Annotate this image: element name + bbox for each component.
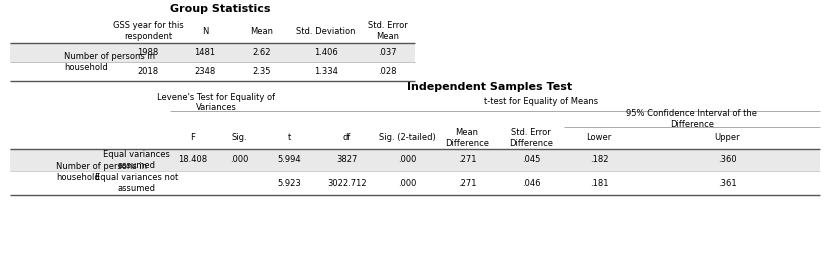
Text: .000: .000 (397, 155, 416, 165)
Text: .046: .046 (521, 179, 539, 187)
Text: .182: .182 (589, 155, 608, 165)
Text: 5.994: 5.994 (277, 155, 300, 165)
Text: Lower: Lower (586, 133, 611, 143)
Text: Sig. (2-tailed): Sig. (2-tailed) (378, 133, 435, 143)
Text: .181: .181 (589, 179, 608, 187)
Text: 2.62: 2.62 (252, 48, 271, 57)
Text: Std. Deviation: Std. Deviation (296, 27, 356, 36)
Text: .360: .360 (717, 155, 735, 165)
Text: Mean
Difference: Mean Difference (444, 128, 489, 148)
Text: Mean: Mean (251, 27, 273, 36)
Text: Sig.: Sig. (231, 133, 246, 143)
Text: 3827: 3827 (336, 155, 357, 165)
Text: 1988: 1988 (137, 48, 159, 57)
Text: N: N (202, 27, 208, 36)
Text: .361: .361 (717, 179, 735, 187)
Text: .037: .037 (378, 48, 396, 57)
Text: .271: .271 (457, 179, 476, 187)
Text: F: F (190, 133, 195, 143)
Text: 1481: 1481 (194, 48, 215, 57)
Text: Levene's Test for Equality of
Variances: Levene's Test for Equality of Variances (157, 93, 275, 112)
Text: 18.408: 18.408 (179, 155, 208, 165)
Text: .028: .028 (378, 67, 396, 76)
Text: .000: .000 (230, 155, 248, 165)
Text: t-test for Equality of Means: t-test for Equality of Means (483, 97, 597, 107)
Text: 2.35: 2.35 (252, 67, 271, 76)
Text: .045: .045 (521, 155, 539, 165)
Text: Number of persons in
household: Number of persons in household (56, 162, 147, 182)
Text: .000: .000 (397, 179, 416, 187)
Bar (10, 149, 819, 171)
Text: Equal variances
assumed: Equal variances assumed (103, 150, 170, 170)
Text: Upper: Upper (714, 133, 739, 143)
Text: 2348: 2348 (194, 67, 215, 76)
Bar (10, 43, 414, 62)
Text: 1.406: 1.406 (313, 48, 337, 57)
Text: df: df (342, 133, 351, 143)
Text: Independent Samples Test: Independent Samples Test (407, 82, 572, 92)
Text: Std. Error
Mean: Std. Error Mean (367, 21, 407, 41)
Text: 5.923: 5.923 (277, 179, 300, 187)
Text: Std. Error
Difference: Std. Error Difference (509, 128, 552, 148)
Text: Equal variances not
assumed: Equal variances not assumed (95, 173, 178, 193)
Text: t: t (287, 133, 290, 143)
Text: 1.334: 1.334 (313, 67, 337, 76)
Text: Group Statistics: Group Statistics (170, 4, 270, 14)
Text: GSS year for this
respondent: GSS year for this respondent (112, 21, 183, 41)
Text: 3022.712: 3022.712 (327, 179, 366, 187)
Text: Number of persons in
household: Number of persons in household (64, 52, 155, 72)
Text: .271: .271 (457, 155, 476, 165)
Text: 95% Confidence Interval of the
Difference: 95% Confidence Interval of the Differenc… (626, 109, 757, 129)
Text: 2018: 2018 (137, 67, 159, 76)
